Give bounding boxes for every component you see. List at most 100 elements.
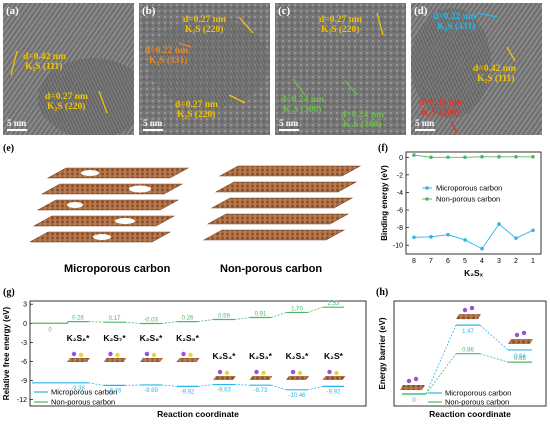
substrate-icon: [213, 376, 236, 380]
adsorbed-molecule-icon: [213, 369, 236, 380]
tem-d-ann-2-hkl: K₂S (111): [477, 74, 515, 84]
species-label: K₂S₇*: [103, 333, 126, 343]
series-line-1: [413, 154, 533, 158]
connector: [307, 386, 324, 391]
legend-label: Non-porous carbon: [51, 398, 115, 407]
y-tick-label: 0: [23, 321, 27, 328]
data-point: [480, 246, 484, 251]
level-value: 1.70: [291, 306, 303, 312]
substrate-icon: [286, 376, 309, 380]
level-value: -9.63: [217, 388, 231, 394]
potassium-atom-icon: [181, 351, 186, 357]
level-value: 0.68: [514, 356, 526, 362]
panel-label-a: (a): [6, 5, 19, 17]
adsorbed-molecule-icon: [322, 369, 346, 380]
tem-texture-c: [275, 3, 406, 135]
tem-panel-a: (a) d=0.42 nm K₂S (111) d=0.27 nm K₂S (2…: [3, 3, 134, 135]
sulfur-atom-icon: [78, 352, 84, 358]
tem-b-ann-2-d: d=0.22 nm: [145, 46, 188, 56]
legend-label: Non-porous carbon: [445, 398, 509, 407]
substrate-icon: [103, 358, 127, 362]
scale-bar-a: 5 nm: [7, 118, 27, 128]
y-tick-label: -6: [21, 359, 27, 366]
sulfur-atom-icon: [188, 352, 193, 358]
caption-non-porous: Non-porous carbon: [220, 263, 323, 275]
level-value: 0.17: [109, 316, 121, 322]
connector: [270, 312, 287, 318]
non-porous-carbon-model: [202, 165, 362, 241]
species-label: K₂S₈*: [67, 333, 91, 343]
y-tick-label: -6: [397, 208, 403, 215]
x-tick-label: 3: [497, 258, 501, 265]
sulfur-atom-icon: [115, 352, 120, 358]
level-value: 0.91: [255, 311, 267, 317]
series-1: 0.86 0.68: [402, 348, 532, 395]
plot-frame: [393, 300, 547, 407]
sulfur-atom-icon: [334, 370, 339, 376]
x-tick-label: 6: [446, 258, 450, 265]
tem-c-ann-3-d: d=0.24 nm: [341, 110, 384, 120]
sulfur-atom-icon: [151, 352, 157, 358]
tem-b-ann-2-hkl: K₂S (331): [149, 56, 188, 66]
tem-a-ann-1-d: d=0.42 nm: [23, 52, 66, 62]
substrate-icon: [456, 314, 481, 320]
species-label: K₂S*: [324, 351, 344, 361]
potassium-atom-icon: [469, 305, 475, 311]
data-point: [480, 155, 484, 159]
x-tick-label: 4: [480, 258, 484, 265]
y-tick-label: -9: [21, 378, 27, 385]
substrate-icon: [508, 338, 533, 344]
adsorbed-molecule-icon: [103, 351, 127, 362]
level-value: 0.94: [514, 354, 526, 360]
data-point: [531, 228, 535, 233]
tem-b-ann-1-hkl: K₂S (220): [185, 25, 224, 35]
tem-d-ann-1-d: d=0.22 nm: [433, 12, 476, 22]
tem-c-ann-2-d: d=0.24 nm: [281, 95, 324, 105]
tem-panel-b: (b) d=0.27 nm K₂S (220) d=0.22 nm K₂S (3…: [139, 3, 270, 135]
tem-d-ann-3-d: d=0.33 nm: [419, 98, 462, 108]
level-value: 0.59: [218, 314, 230, 320]
potassium-atom-icon: [217, 369, 223, 375]
y-axis-label: Energy barrier (eV): [378, 317, 387, 389]
scale-bar-c: 5 nm: [279, 118, 299, 128]
sulfur-atom-icon: [224, 370, 230, 376]
connector: [88, 321, 105, 323]
adsorbed-molecule-icon: [286, 369, 309, 380]
y-tick-label: -2: [397, 172, 403, 179]
binding-energy-chart: 0 -2 -4 -6 -8 -10 8 7 6 5 4 3 2 1 K₂Sₓ Binding energy (…: [380, 151, 542, 278]
level-value: 0.26: [72, 316, 84, 322]
connector: [161, 384, 178, 387]
potassium-atom-icon: [406, 378, 412, 384]
data-point: [497, 155, 501, 159]
data-point: [429, 155, 433, 160]
adsorbed-molecule-icon: [140, 351, 163, 362]
potassium-atom-icon: [144, 351, 150, 357]
series-line-0: [413, 223, 534, 250]
y-tick-label: -4: [397, 190, 403, 197]
data-point: [514, 155, 518, 159]
adsorbed-molecule-icon: [456, 305, 481, 320]
substrate-icon: [140, 358, 163, 362]
scale-bar-b: 5 nm: [143, 118, 163, 128]
data-point: [463, 238, 467, 242]
connector: [234, 317, 251, 320]
legend-label: Microporous carbon: [445, 389, 511, 398]
substrate-icon: [322, 376, 346, 380]
data-point: [446, 232, 450, 237]
level-value: 0.26: [182, 316, 194, 322]
series-0: -9.36 -9.76 -9.69 -9.92 -9.63 -9.73 -10.46 -9.9…: [32, 382, 344, 399]
potassium-atom-icon: [254, 369, 259, 375]
data-point: [531, 155, 535, 159]
species-label: K₂S₄*: [213, 351, 237, 361]
connector: [479, 324, 509, 351]
species-label: K₂S₆*: [140, 333, 163, 343]
y-tick-label: 3: [23, 302, 27, 309]
potassium-atom-icon: [521, 330, 527, 336]
potassium-atom-icon: [290, 369, 296, 375]
level-value: -9.76: [108, 388, 122, 394]
connector: [479, 353, 509, 363]
level-value: -9.36: [71, 386, 85, 392]
x-tick-label: 8: [412, 258, 416, 265]
tem-texture-a: [3, 3, 134, 135]
adsorbed-molecule-icon: [400, 376, 425, 390]
